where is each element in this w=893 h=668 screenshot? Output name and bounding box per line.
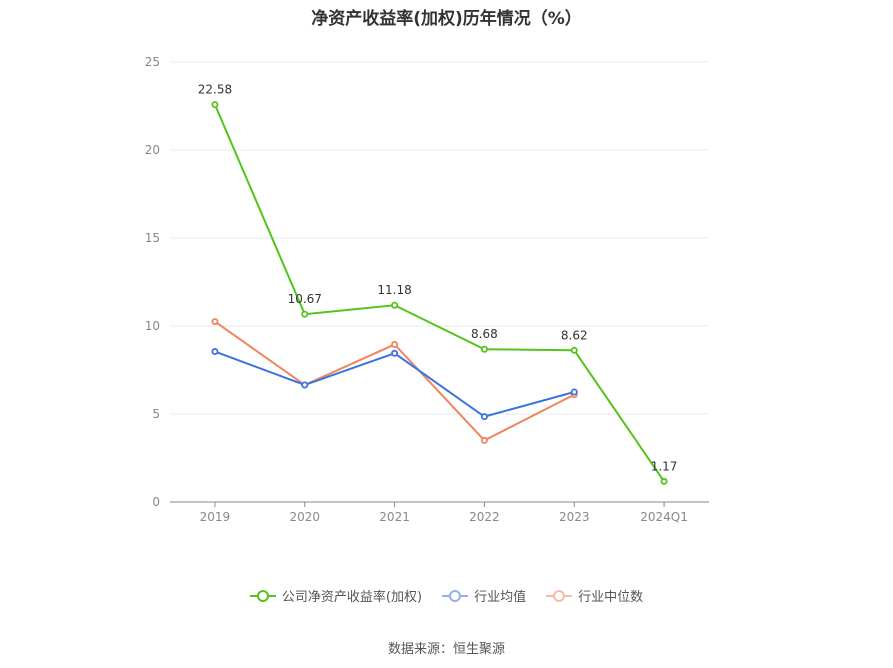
chart-title: 净资产收益率(加权)历年情况（%）	[311, 9, 582, 29]
x-tick-label: 2021	[379, 510, 410, 524]
y-tick-label: 0	[152, 495, 160, 509]
data-point	[391, 301, 399, 309]
legend-marker-icon	[442, 589, 469, 602]
legend-label: 公司净资产收益率(加权)	[281, 590, 423, 605]
legend-item-industry-mean[interactable]: 行业均值	[442, 586, 526, 605]
legend: 公司净资产收益率(加权) 行业均值 行业中位数	[0, 586, 893, 605]
x-tick-label: 2023	[559, 510, 590, 524]
series-line	[214, 320, 575, 442]
y-tick-label: 20	[145, 143, 160, 157]
data-label: 11.18	[377, 283, 411, 297]
series-line	[214, 350, 575, 418]
data-point	[301, 310, 309, 318]
legend-item-industry-median[interactable]: 行业中位数	[546, 586, 643, 605]
data-point	[570, 388, 578, 396]
data-point	[391, 340, 399, 348]
y-tick-label: 5	[152, 407, 160, 421]
x-tick-label: 2022	[469, 510, 500, 524]
data-point	[480, 413, 488, 421]
data-point	[301, 381, 309, 389]
y-tick-label: 25	[145, 55, 160, 69]
line-chart: 0 5 10 15 20 25 2019 2020 2021 2022 2023 2024Q1 22.5…	[145, 55, 709, 524]
data-label: 10.67	[288, 292, 322, 306]
data-point	[211, 318, 219, 326]
data-label: 8.68	[471, 327, 498, 341]
legend-marker-icon	[249, 589, 276, 602]
data-point	[570, 346, 578, 354]
legend-item-company-roe[interactable]: 公司净资产收益率(加权)	[249, 586, 423, 605]
x-tick-label: 2019	[200, 510, 231, 524]
data-label: 8.62	[561, 328, 588, 342]
x-tick-label: 2020	[289, 510, 320, 524]
data-label: 1.17	[651, 459, 678, 473]
series-line	[213, 104, 665, 482]
legend-label: 行业中位数	[578, 590, 644, 605]
source-note: 数据来源：恒生聚源	[387, 642, 505, 657]
data-point	[480, 436, 488, 444]
y-tick-label: 10	[145, 319, 160, 333]
x-tick-label: 2024Q1	[640, 510, 688, 524]
data-point	[211, 101, 219, 109]
data-point	[211, 348, 219, 356]
data-point	[391, 349, 399, 357]
legend-label: 行业均值	[474, 590, 527, 605]
legend-marker-icon	[546, 589, 573, 602]
data-point	[480, 345, 488, 353]
y-tick-label: 15	[145, 231, 160, 245]
data-label: 22.58	[198, 83, 232, 97]
data-point	[660, 477, 668, 485]
